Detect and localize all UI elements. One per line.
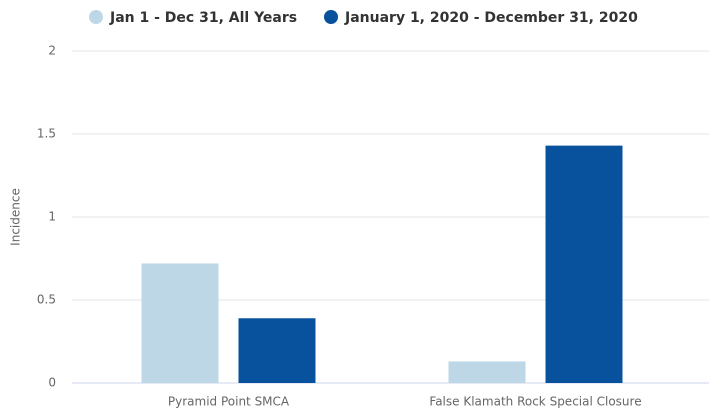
y-tick-label: 0 bbox=[48, 376, 56, 390]
y-tick-label: 0.5 bbox=[37, 293, 56, 307]
y-tick-label: 1 bbox=[48, 210, 56, 224]
legend-label: Jan 1 - Dec 31, All Years bbox=[109, 10, 297, 26]
y-axis-label: Incidence bbox=[9, 188, 23, 246]
bar bbox=[141, 263, 219, 383]
bar bbox=[238, 318, 316, 383]
x-tick-label: False Klamath Rock Special Closure bbox=[429, 395, 641, 409]
y-tick-label: 2 bbox=[48, 44, 56, 58]
y-tick-label: 1.5 bbox=[37, 127, 56, 141]
legend-marker bbox=[89, 10, 103, 24]
x-tick-label: Pyramid Point SMCA bbox=[168, 395, 290, 409]
legend-label: January 1, 2020 - December 31, 2020 bbox=[344, 10, 638, 26]
legend-marker bbox=[324, 10, 338, 24]
bar bbox=[545, 145, 623, 383]
bar bbox=[448, 361, 526, 383]
